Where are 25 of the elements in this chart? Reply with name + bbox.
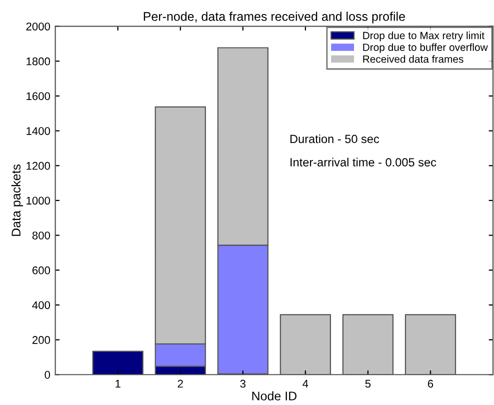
annotation: Inter-arrival time - 0.005 sec: [290, 158, 436, 166]
x-tick-label: 3: [240, 380, 246, 388]
y-tick-label: 1200: [26, 162, 50, 170]
x-tick-label: 6: [428, 380, 434, 388]
legend-label: Received data frames: [363, 55, 464, 63]
x-tick-label: 1: [116, 380, 120, 388]
x-tick-label: 2: [178, 380, 183, 388]
legend-label: Drop due to Max retry limit: [363, 32, 484, 42]
y-tick-label: 0: [44, 370, 50, 379]
y-tick-label: 600: [32, 266, 50, 274]
y-tick-label: 1400: [26, 127, 50, 135]
y-tick-label: 1000: [26, 196, 50, 205]
chart-title: Per-node, data frames received and loss profile: [144, 12, 405, 24]
x-tick-label: 4: [302, 380, 308, 388]
y-tick-label: 1600: [26, 92, 50, 100]
legend-label: Drop due to buffer overflow: [363, 43, 488, 54]
y-tick-label: 2000: [26, 22, 50, 30]
x-tick-label: 5: [365, 380, 371, 388]
y-tick-label: 1800: [26, 57, 50, 66]
y-tick-label: 400: [32, 301, 50, 310]
annotation: Duration - 50 sec: [290, 134, 380, 144]
y-tick-label: 200: [32, 336, 50, 344]
x-axis-title: Node ID: [252, 391, 296, 400]
y-axis-title: Data packets: [11, 164, 23, 236]
y-tick-label: 800: [32, 232, 50, 240]
